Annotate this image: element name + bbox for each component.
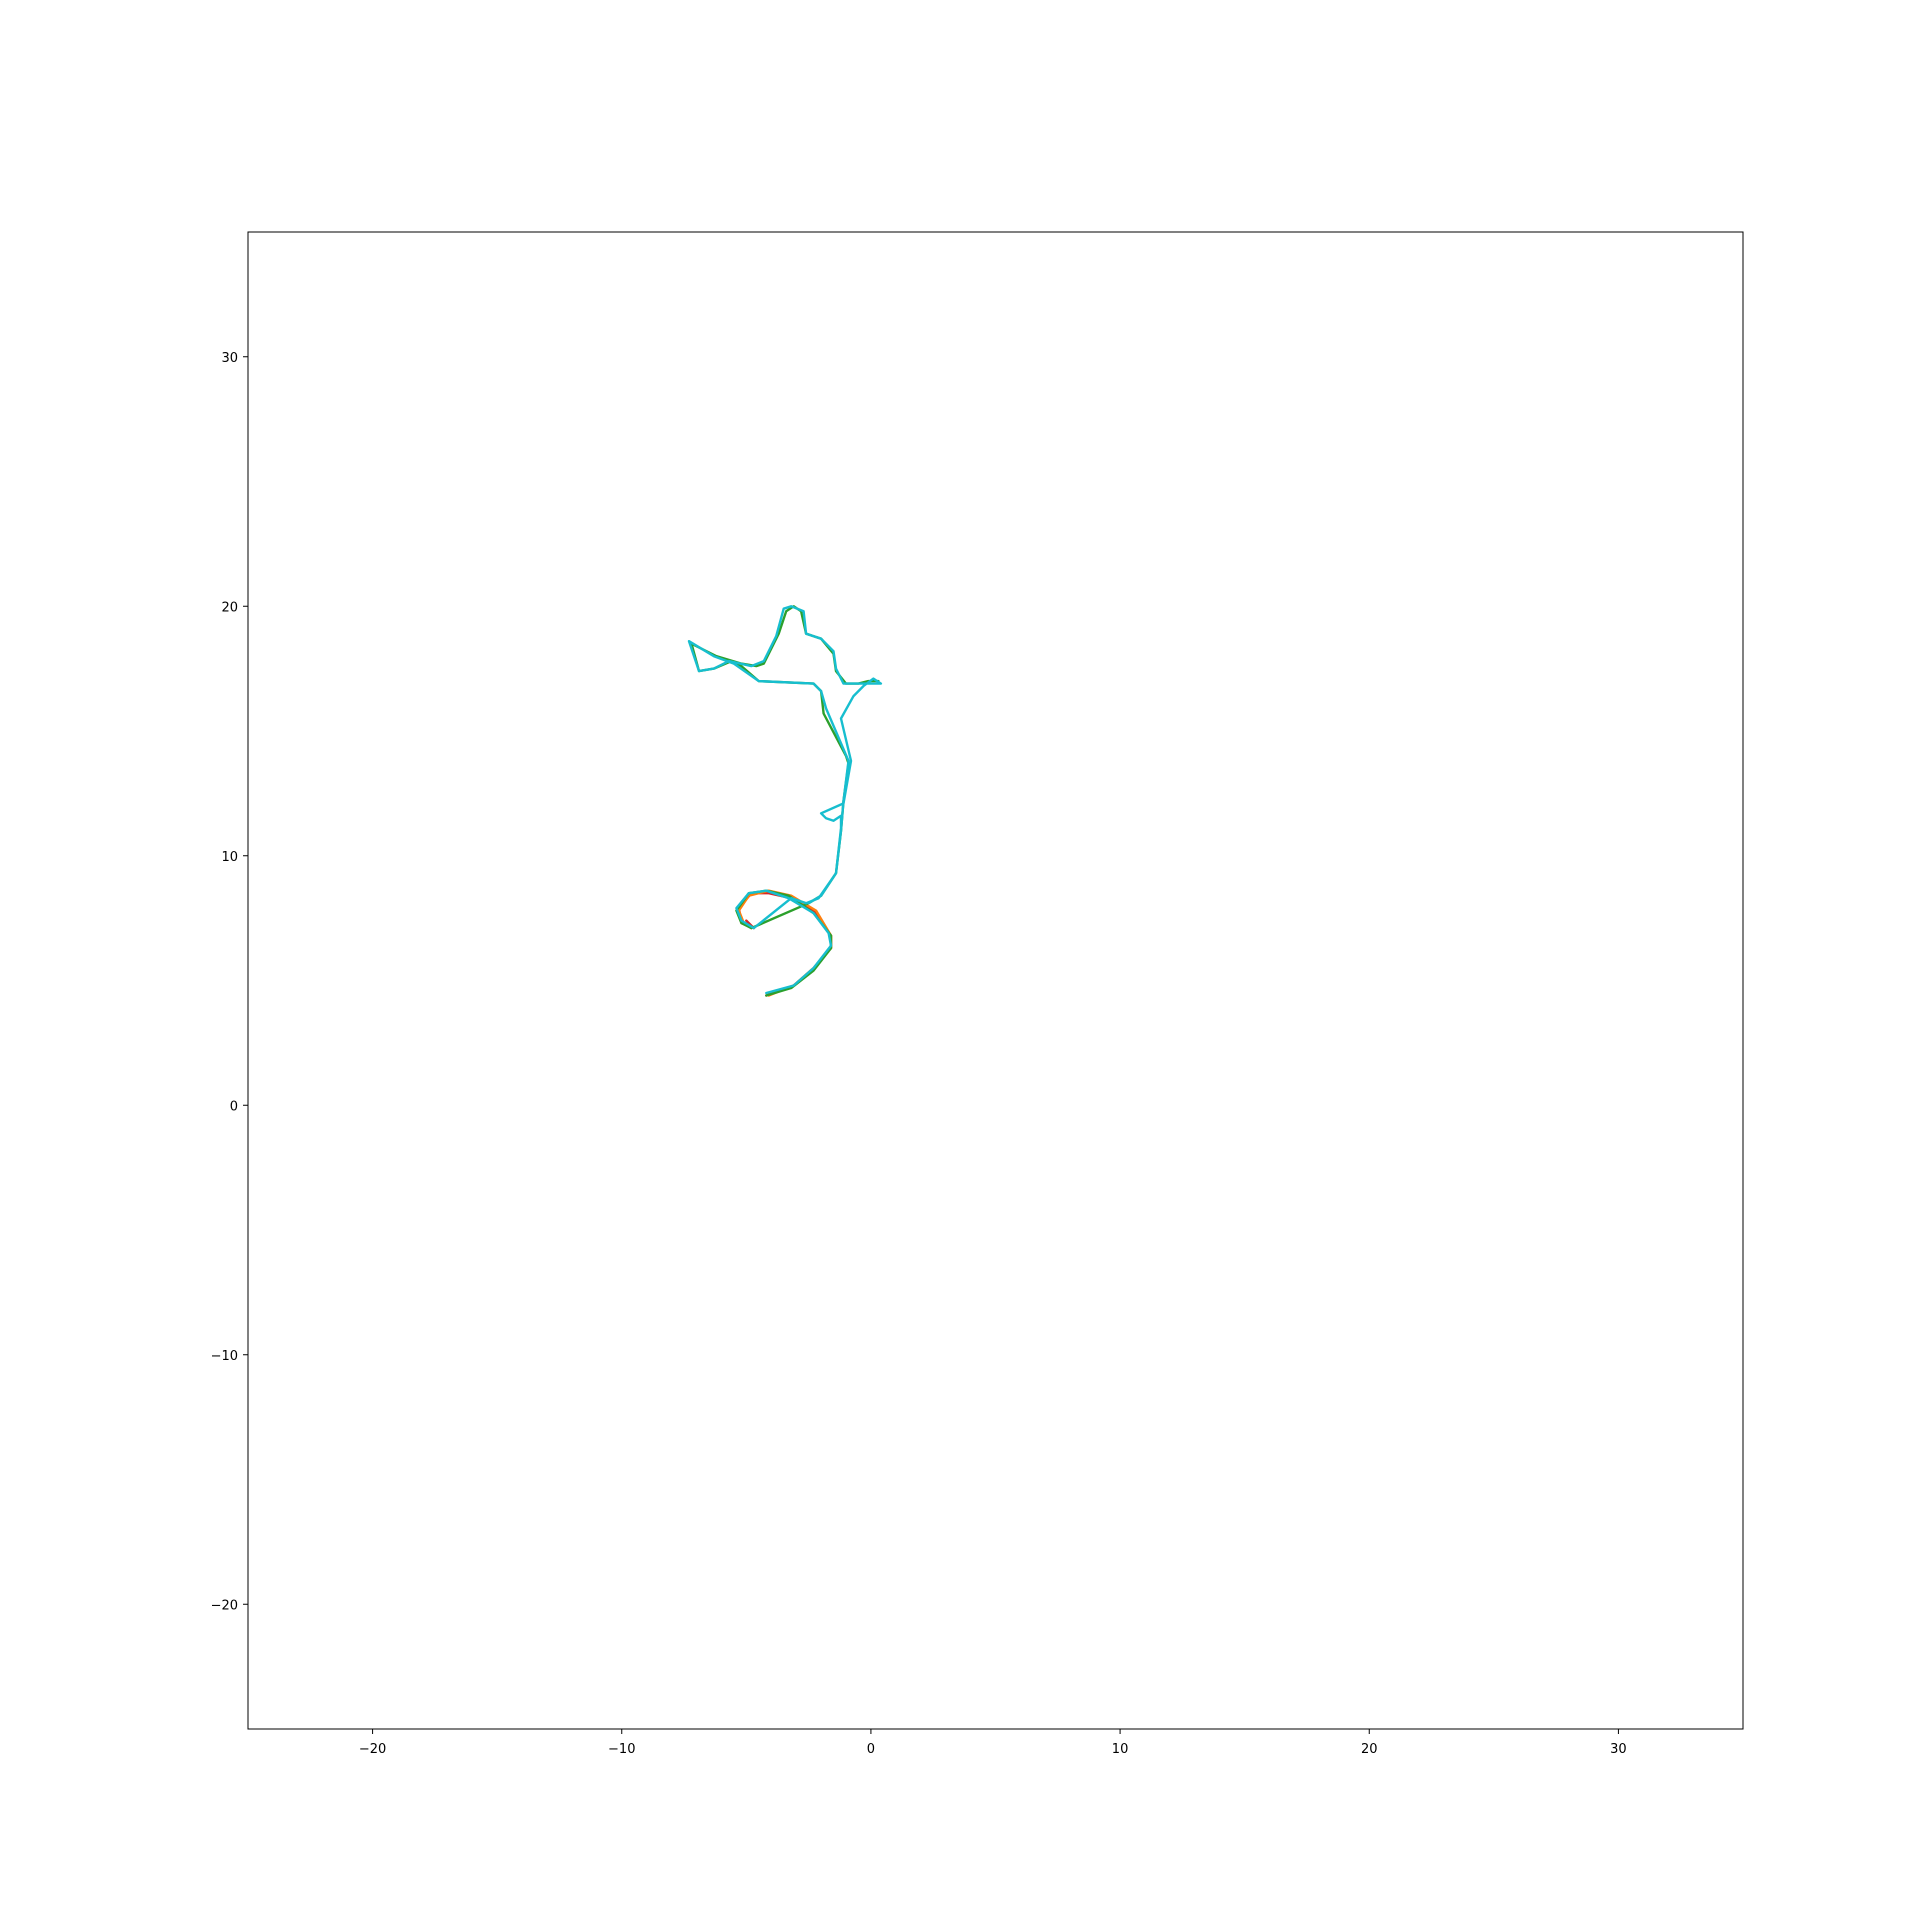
y-tick-label: 10 [221,850,238,865]
x-tick-label: −20 [359,1742,386,1757]
x-tick-label: 10 [1112,1742,1129,1757]
axes-frame [247,231,1744,1730]
y-tick-label: −10 [211,1349,238,1364]
series-layer [687,605,883,997]
series-line-4 [687,605,883,995]
y-tick-label: −20 [211,1598,238,1613]
x-tick-label: −10 [608,1742,635,1757]
y-tick-label: 30 [221,351,238,366]
x-tick-label: 30 [1610,1742,1627,1757]
y-tick-label: 20 [221,600,238,615]
x-tick-label: 20 [1361,1742,1378,1757]
x-axis: −20 −10 0 10 20 30 [359,1729,1627,1757]
y-axis: −20 −10 0 10 20 30 [211,351,248,1613]
y-tick-label: 0 [230,1099,238,1114]
x-tick-label: 0 [867,1742,875,1757]
